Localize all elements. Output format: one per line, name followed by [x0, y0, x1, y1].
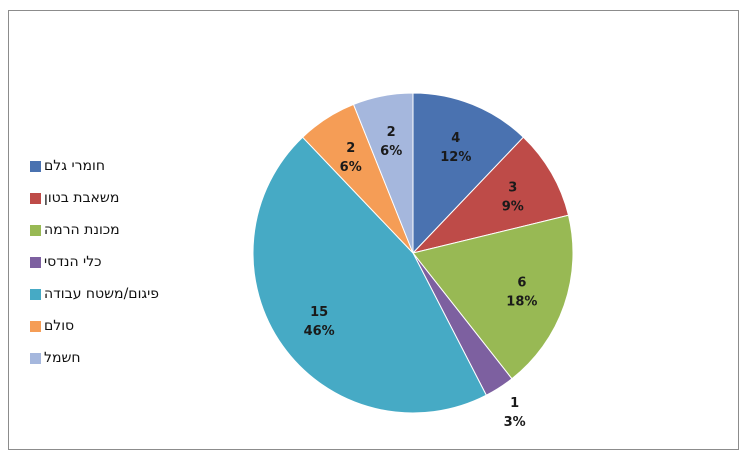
slice-value-label: 3	[508, 180, 517, 195]
pie-slice	[252, 136, 487, 414]
legend-label: חומרי גלם	[44, 158, 105, 174]
legend-label: מכונת הרמה	[44, 222, 120, 238]
slice-percent-label: 12%	[440, 150, 471, 165]
slice-percent-label: 6%	[380, 144, 402, 159]
legend-swatch	[30, 160, 41, 172]
legend-swatch	[30, 320, 41, 332]
legend-swatch	[30, 192, 41, 204]
slice-label: 2 6%	[340, 141, 362, 175]
slice-value-label: 4	[451, 131, 460, 146]
legend-swatch	[30, 288, 41, 300]
slice-value-label: 2	[387, 125, 396, 140]
slice-label: 15 46%	[304, 305, 335, 339]
legend-label: משאבת בטון	[44, 190, 120, 206]
slice-label: 4 12%	[440, 131, 471, 165]
pie-slice	[412, 214, 574, 380]
slice-label: 2 6%	[380, 125, 402, 159]
slice-value-label: 15	[310, 305, 328, 320]
slice-label: 3 9%	[502, 180, 524, 214]
legend-swatch	[30, 224, 41, 236]
legend-item: מכונת הרמה	[30, 214, 220, 246]
pie-slice	[412, 92, 525, 255]
legend-label: סולם	[44, 318, 75, 334]
slice-percent-label: 46%	[304, 324, 335, 339]
slice-label: 1 3%	[504, 396, 526, 430]
legend-item: סולם	[30, 310, 220, 342]
slice-percent-label: 6%	[340, 160, 362, 175]
legend-item: חשמל	[30, 342, 220, 374]
slice-percent-label: 3%	[504, 415, 526, 430]
slice-value-label: 1	[510, 396, 519, 411]
legend-swatch	[30, 256, 41, 268]
slice-percent-label: 9%	[502, 199, 524, 214]
slice-percent-label: 18%	[506, 295, 537, 310]
chart-legend: חומרי גלם משאבת בטון מכונת הרמה כלי הנדס…	[30, 150, 220, 374]
legend-item: חומרי גלם	[30, 150, 220, 182]
pie-slice	[352, 92, 414, 254]
slice-value-label: 6	[517, 276, 526, 291]
legend-label: כלי הנדסי	[44, 254, 102, 270]
slice-value-label: 2	[346, 141, 355, 156]
legend-item: משאבת בטון	[30, 182, 220, 214]
legend-item: כלי הנדסי	[30, 246, 220, 278]
legend-item: פיגום/משטח עבודה	[30, 278, 220, 310]
legend-label: חשמל	[44, 350, 81, 366]
legend-swatch	[30, 352, 41, 364]
pie-slice	[411, 136, 570, 254]
slice-label: 6 18%	[506, 276, 537, 310]
legend-label: פיגום/משטח עבודה	[44, 286, 160, 302]
